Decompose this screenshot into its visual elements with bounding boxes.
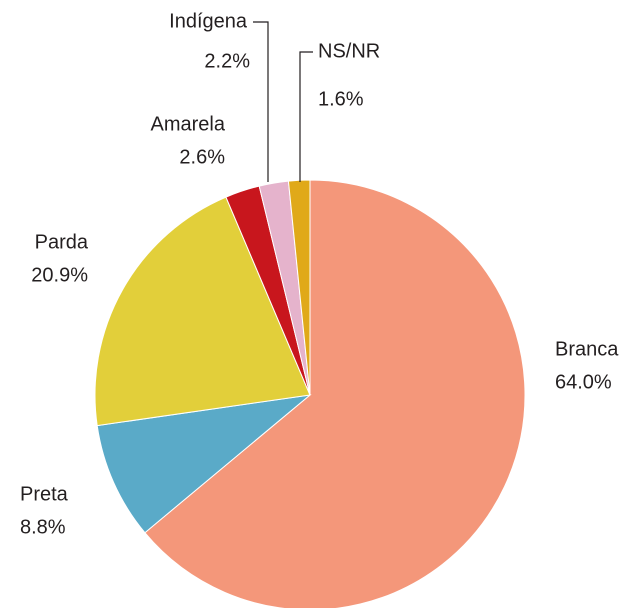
- slice-label: Branca: [555, 338, 619, 360]
- value-label: 64.0%: [555, 371, 612, 393]
- value-label: 2.6%: [179, 146, 225, 168]
- value-label: 8.8%: [20, 516, 66, 538]
- slice-label: Indígena: [169, 10, 248, 32]
- slice-label: Amarela: [151, 113, 226, 135]
- leader-line: [253, 21, 269, 182]
- leader-line: [299, 51, 313, 182]
- pie: [94, 179, 526, 608]
- slice-label: Preta: [20, 483, 69, 505]
- slice-label: NS/NR: [318, 40, 380, 62]
- pie-slice: [144, 179, 526, 608]
- pie-slice: [96, 394, 312, 534]
- value-label: 2.2%: [204, 50, 250, 72]
- value-label: 20.9%: [31, 264, 88, 286]
- value-label: 1.6%: [318, 88, 364, 110]
- slice-label: Parda: [35, 231, 89, 253]
- pie-slice: [287, 179, 311, 396]
- pie-slice: [94, 196, 311, 427]
